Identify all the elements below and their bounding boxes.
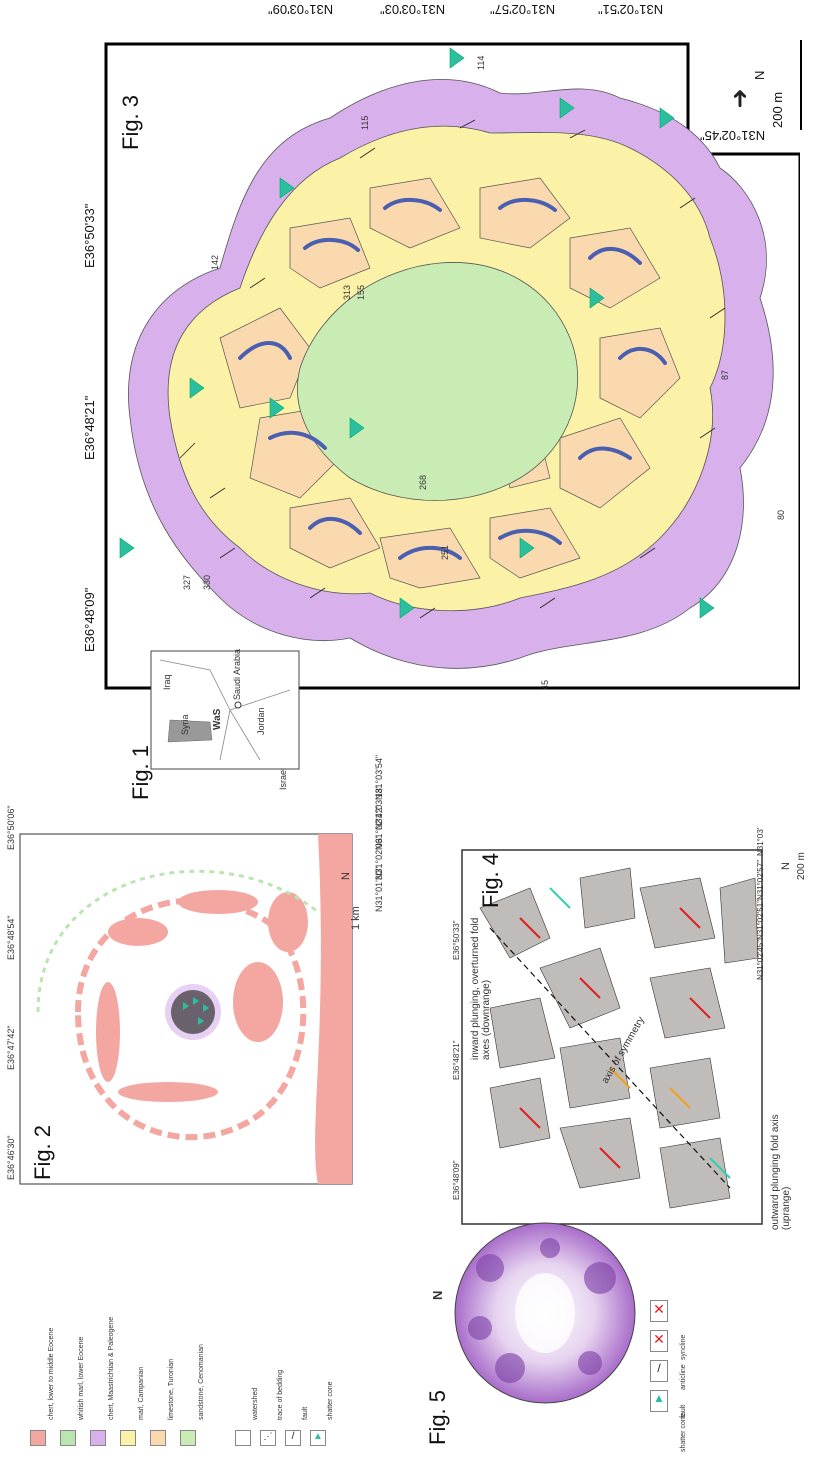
fig3-dip-label: 155: [356, 284, 366, 300]
fig3-frame: [104, 42, 800, 690]
central-green-area: [297, 262, 578, 501]
legend-swatch-fault: /: [285, 1430, 301, 1446]
fig1-country-iraq: Iraq: [162, 674, 172, 690]
fig3-dip-label: 45: [540, 679, 550, 690]
north-arrow-icon: ➜: [726, 88, 754, 109]
legend-swatch-whitish-marl: [60, 1430, 76, 1446]
fig1-country-jordan: Jordan: [256, 707, 266, 735]
legend-label-limestone: limestone, Turonian: [168, 1358, 175, 1420]
fig2-lon-tick-1: E36°46'30": [6, 1135, 16, 1180]
fig3-dip-label: 80: [776, 509, 786, 520]
fig3-lon-tick-2: E36°48'21": [82, 395, 97, 460]
shatter-cone-markers: [119, 47, 715, 619]
fig3-dip-label: 268: [418, 474, 428, 490]
legend-fig4: ✕ syncline ✕ anticline / fault ▲ shatter…: [650, 1300, 790, 1460]
fig4-lon-tick-3: E36°50'33": [452, 920, 461, 960]
fig3-lon-tick-3: E36°50'33": [82, 203, 97, 268]
legend-label-whitish-marl: whitish marl, lower Eocene: [78, 1336, 85, 1420]
legend-fault-icon: /: [650, 1360, 668, 1382]
fig3-label: Fig. 3: [118, 94, 143, 150]
fig3-dip-label: 114: [476, 55, 486, 70]
fig2-lat-tick-5: N31°03'54": [374, 754, 384, 800]
legend-label-sandstone: sandstone, Cenomanian: [198, 1344, 205, 1420]
legend-swatch-chert-eocene: [30, 1430, 46, 1446]
legend-swatch-watershed: [235, 1430, 251, 1446]
fig2-lon-tick-3: E36°48'54": [6, 915, 16, 960]
fig4-annotation-inward: inward plunging, overturned fold axes (d…: [470, 917, 492, 1060]
fig2-scale-label: 1 km: [350, 906, 362, 930]
fig1-country-saudi: Saudi Arabia: [232, 648, 242, 700]
fig3-dip-label: 87: [720, 369, 730, 380]
fig2-lon-tick-4: E36°50'06": [6, 805, 16, 850]
fig3-lon-tick-1: E36°48'09": [82, 587, 97, 652]
fig3-lat-tick-2: N31°03'03": [380, 2, 446, 17]
fig3-dip-label: 251: [440, 544, 450, 560]
fig3-lat-tick-5: N31°02'45": [700, 128, 766, 143]
fold-axis-traces: [238, 198, 667, 560]
legend-anticline: ✕: [650, 1330, 668, 1352]
legend-label-chert-eocene: chert, lower to middle Eocene: [48, 1327, 55, 1420]
legend-shatter-cone-label: shatter cone: [680, 1413, 687, 1452]
fig3-scale-bar: [800, 40, 802, 130]
fig1-site-label: WaS: [212, 708, 223, 730]
legend-label-bedding-trace: trace of bedding: [277, 1369, 284, 1420]
fig4-annotation-outward: outward plunging fold axis (uprange): [770, 1114, 792, 1230]
legend-swatch-chert-maastrichtian: [90, 1430, 106, 1446]
fig3-dip-label: 327: [182, 574, 192, 590]
fig4-lon-tick-1: E36°48'09": [452, 1160, 461, 1200]
fig4-scale-label: 200 m: [796, 852, 807, 880]
fig3-dip-label: 142: [210, 254, 220, 270]
strike-dip-ticks: [179, 119, 726, 619]
fig4-map: [461, 849, 763, 1225]
fig3-lat-tick-3: N31°02'57": [490, 2, 556, 17]
fig1-country-syria: Syria: [180, 714, 190, 735]
fig4-label: Fig. 4: [478, 852, 503, 908]
fig3-dip-label: 115: [360, 115, 370, 130]
fig3-lat-tick-4: N31°02'51": [598, 2, 664, 17]
fig4-lat-tick-3: N31°02'51": [756, 899, 765, 940]
legend-swatch-limestone: [150, 1430, 166, 1446]
fig3-dip-label: 330: [202, 574, 212, 590]
legend-swatch-bedding-trace: ⋰: [260, 1430, 276, 1446]
fig2-north-label: N: [340, 872, 352, 880]
fig2-lon-tick-2: E36°47'42": [6, 1025, 16, 1070]
fig5-north-label: N: [430, 1290, 445, 1300]
fig4-lat-tick-2: N31°02'57": [756, 859, 765, 900]
fig2-central-crater: [165, 984, 221, 1040]
fig2-label: Fig. 2: [30, 1124, 55, 1180]
fig3-scale-label: 200 m: [770, 91, 785, 128]
fig1-country-israel: Israel: [278, 767, 288, 790]
legend-label-marl-campanian: marl, Campanian: [138, 1366, 145, 1420]
fig5-label: Fig. 5: [425, 1389, 450, 1445]
legend-lithology: chert, lower to middle Eocene whitish ma…: [30, 1270, 334, 1450]
fig3-north-label: N: [752, 70, 767, 80]
fig1-inset-map: [150, 650, 300, 770]
legend-shatter-cone-icon: ▲: [650, 1390, 668, 1412]
fig4-lat-tick-1: N31°03': [756, 827, 765, 856]
fig3-lat-tick-1: N31°03'09": [268, 2, 334, 17]
fig5-stereonet: [454, 1222, 636, 1404]
legend-swatch-sandstone: [180, 1430, 196, 1446]
legend-label-chert-maastrichtian: chert, Maastrichtian & Paleogene: [108, 1316, 115, 1420]
legend-syncline: ✕: [650, 1300, 668, 1322]
legend-label-shatter-cone: shatter cone: [327, 1381, 334, 1420]
legend-swatch-shatter-cone: ▲: [310, 1430, 326, 1446]
fig3-map: [104, 42, 800, 690]
fig4-north-label: N: [780, 862, 792, 870]
fig1-label: Fig. 1: [128, 744, 153, 800]
legend-swatch-marl-campanian: [120, 1430, 136, 1446]
fig4-lat-tick-4: N31°02'45": [756, 939, 765, 980]
fig4-lon-tick-2: E36°48'21": [452, 1040, 461, 1080]
legend-label-fault: fault: [302, 1406, 309, 1420]
legend-anticline-label: anticline: [680, 1364, 687, 1390]
legend-label-watershed: watershed: [252, 1387, 259, 1420]
legend-syncline-label: syncline: [680, 1334, 687, 1360]
fig2-map: [19, 833, 353, 1185]
fig3-dip-label: 313: [342, 284, 352, 300]
